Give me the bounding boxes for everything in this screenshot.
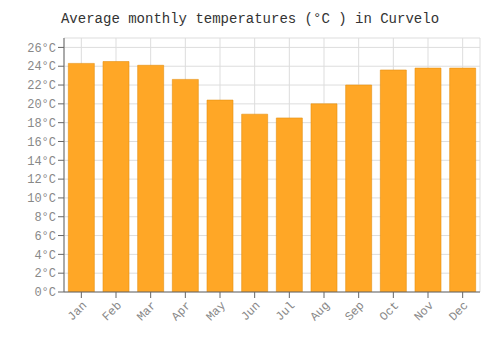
- svg-text:4°C: 4°C: [34, 249, 56, 263]
- svg-text:Sep: Sep: [342, 299, 367, 324]
- svg-text:16°C: 16°C: [27, 136, 56, 150]
- svg-text:20°C: 20°C: [27, 98, 56, 112]
- svg-text:0°C: 0°C: [34, 286, 56, 300]
- svg-text:12°C: 12°C: [27, 173, 56, 187]
- svg-text:6°C: 6°C: [34, 230, 56, 244]
- svg-text:24°C: 24°C: [27, 60, 56, 74]
- svg-text:Apr: Apr: [169, 299, 194, 324]
- svg-text:26°C: 26°C: [27, 42, 56, 56]
- svg-text:Oct: Oct: [377, 299, 402, 324]
- svg-text:May: May: [204, 299, 229, 324]
- svg-text:14°C: 14°C: [27, 155, 56, 169]
- svg-text:Mar: Mar: [134, 299, 159, 324]
- svg-text:Nov: Nov: [412, 299, 437, 324]
- svg-text:Jan: Jan: [65, 299, 90, 324]
- svg-text:8°C: 8°C: [34, 211, 56, 225]
- svg-text:Aug: Aug: [308, 299, 333, 324]
- svg-text:Jun: Jun: [238, 299, 263, 324]
- svg-text:2°C: 2°C: [34, 267, 56, 281]
- svg-text:Jul: Jul: [273, 299, 298, 324]
- svg-text:Feb: Feb: [100, 299, 125, 324]
- svg-text:22°C: 22°C: [27, 79, 56, 93]
- svg-text:10°C: 10°C: [27, 192, 56, 206]
- svg-text:Dec: Dec: [446, 299, 471, 324]
- svg-text:18°C: 18°C: [27, 117, 56, 131]
- html-text:Average monthly temperatures (: Average monthly temperatures (°C ) in Cu…: [61, 11, 439, 27]
